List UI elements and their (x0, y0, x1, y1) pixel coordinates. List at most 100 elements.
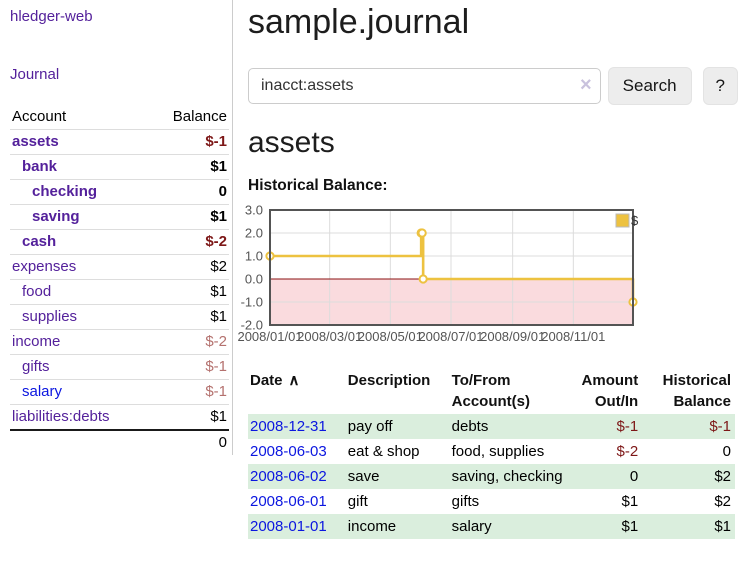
account-link[interactable]: checking (32, 183, 98, 200)
account-balance: $1 (157, 204, 229, 230)
account-link[interactable]: saving (32, 208, 80, 225)
register-header-tofrom: To/From Account(s) (451, 372, 530, 410)
transaction-historical-balance: $1 (714, 518, 731, 535)
account-link[interactable]: gifts (22, 358, 50, 375)
register-row: 2008-01-01 income salary $1 $1 (248, 514, 735, 539)
register-header-date[interactable]: Date ∧ (250, 372, 300, 389)
transaction-description: pay off (347, 418, 393, 435)
historical-balance-chart: 3.0 2.0 1.0 0.0 -1.0 -2.0 2008/01/01 2008/03/01… (237, 203, 648, 346)
account-row: assets $-1 (10, 129, 229, 155)
account-row: gifts $-1 (10, 354, 229, 380)
register-header-description: Description (347, 372, 431, 389)
transaction-date-link[interactable]: 2008-06-01 (250, 493, 327, 510)
transaction-date-link[interactable]: 2008-06-03 (250, 443, 327, 460)
account-link[interactable]: liabilities:debts (12, 408, 110, 425)
account-row: cash $-2 (10, 229, 229, 255)
account-balance: $1 (157, 154, 229, 180)
help-button[interactable]: ? (702, 67, 738, 105)
sidebar-item-journal[interactable]: Journal (10, 66, 60, 83)
account-balance: $-2 (157, 229, 229, 255)
account-balance: 0 (157, 179, 229, 205)
x-axis-tick-label: 2008/11/01 (541, 329, 605, 344)
search-form: × Search ? (248, 67, 738, 105)
x-axis-tick-label: 2008/09/01 (480, 329, 545, 344)
y-axis-tick-label: -2.0 (241, 318, 263, 333)
transaction-date-link[interactable]: 2008-06-02 (250, 468, 327, 485)
transaction-historical-balance: 0 (722, 443, 731, 460)
x-axis-tick-label: 2008/05/01 (358, 329, 423, 344)
y-axis-tick-label: 0.0 (245, 272, 263, 287)
historical-balance-chart-svg: 3.0 2.0 1.0 0.0 -1.0 -2.02008/01/012008/03/01… (237, 203, 639, 345)
transaction-amount: $1 (621, 493, 639, 510)
transaction-accounts: gifts (451, 493, 480, 510)
transaction-historical-balance: $2 (714, 468, 731, 485)
x-axis-tick-label: 2008/07/01 (418, 329, 483, 344)
account-link[interactable]: income (12, 333, 61, 350)
account-link[interactable]: supplies (22, 308, 78, 325)
x-axis-tick-label: 2008/03/01 (297, 329, 362, 344)
app-brand-link[interactable]: hledger-web (10, 8, 93, 25)
y-axis-tick-label: -1.0 (241, 295, 263, 310)
account-balance: $2 (157, 254, 229, 280)
transaction-date-link[interactable]: 2008-01-01 (250, 518, 327, 535)
transaction-historical-balance: $2 (714, 493, 731, 510)
transaction-amount: $1 (621, 518, 639, 535)
y-axis-tick-label: 1.0 (245, 249, 263, 264)
transaction-description: save (347, 468, 380, 485)
account-link[interactable]: cash (22, 233, 57, 250)
account-balance: $1 (157, 279, 229, 305)
account-row: supplies $1 (10, 304, 229, 330)
account-link[interactable]: bank (22, 158, 58, 175)
register-row: 2008-12-31 pay off debts $-1 $-1 (248, 414, 735, 439)
transaction-historical-balance: $-1 (709, 418, 731, 435)
sidebar: hledger-web Journal Account Balance asse… (0, 0, 233, 455)
account-row: saving $1 (10, 204, 229, 230)
x-axis-tick-label: 2008/01/01 (237, 329, 302, 344)
legend-swatch (615, 213, 630, 228)
account-row: liabilities:debts $1 (10, 404, 229, 430)
transaction-amount: $-1 (616, 418, 639, 435)
y-axis-tick-label: 3.0 (245, 203, 263, 218)
account-balance: $-1 (157, 379, 229, 405)
account-row: bank $1 (10, 154, 229, 180)
account-balance: $-1 (157, 129, 229, 155)
main-content: sample.journal × Search ? assets Histori… (237, 0, 738, 539)
accounts-header-row: Account Balance (10, 105, 229, 130)
account-link[interactable]: food (22, 283, 52, 300)
transaction-date-link[interactable]: 2008-12-31 (250, 418, 327, 435)
register-header-row: Date ∧ Description To/From Account(s) Amo… (248, 368, 735, 414)
page-title: sample.journal (248, 3, 470, 41)
transaction-accounts: salary (451, 518, 492, 535)
chart-label: Historical Balance: (248, 177, 388, 194)
legend-label: $ (631, 213, 639, 228)
y-axis-tick-label: 2.0 (245, 226, 263, 241)
transaction-amount: 0 (629, 468, 639, 485)
register-row: 2008-06-03 eat & shop food, supplies $-2 0 (248, 439, 735, 464)
accounts-header-balance: Balance (172, 108, 227, 125)
accounts-table: Account Balance assets $-1 bank $1 checking 0… (10, 105, 229, 455)
search-input[interactable] (248, 68, 601, 104)
account-page-title: assets (248, 126, 335, 159)
account-row: expenses $2 (10, 254, 229, 280)
account-balance: $-1 (157, 354, 229, 380)
account-row: salary $-1 (10, 379, 229, 405)
clear-search-icon[interactable]: × (579, 74, 592, 96)
register-header-historical: Historical Balance (662, 372, 731, 410)
register-row: 2008-06-02 save saving, checking 0 $2 (248, 464, 735, 489)
transaction-accounts: debts (451, 418, 489, 435)
account-link[interactable]: expenses (12, 258, 77, 275)
sort-ascending-icon: ∧ (288, 372, 300, 389)
transaction-description: income (347, 518, 397, 535)
account-link[interactable]: assets (12, 133, 59, 150)
accounts-total-row: 0 (10, 429, 229, 455)
account-row: checking 0 (10, 179, 229, 205)
transaction-accounts: saving, checking (451, 468, 563, 485)
accounts-total-balance: 0 (157, 429, 229, 455)
transaction-accounts: food, supplies (451, 443, 545, 460)
search-button[interactable]: Search (607, 67, 692, 105)
account-balance: $1 (157, 304, 229, 330)
account-balance: $1 (157, 404, 229, 430)
account-link[interactable]: salary (22, 383, 63, 400)
register-table: Date ∧ Description To/From Account(s) Amo… (248, 368, 735, 539)
accounts-header-account: Account (12, 108, 67, 125)
